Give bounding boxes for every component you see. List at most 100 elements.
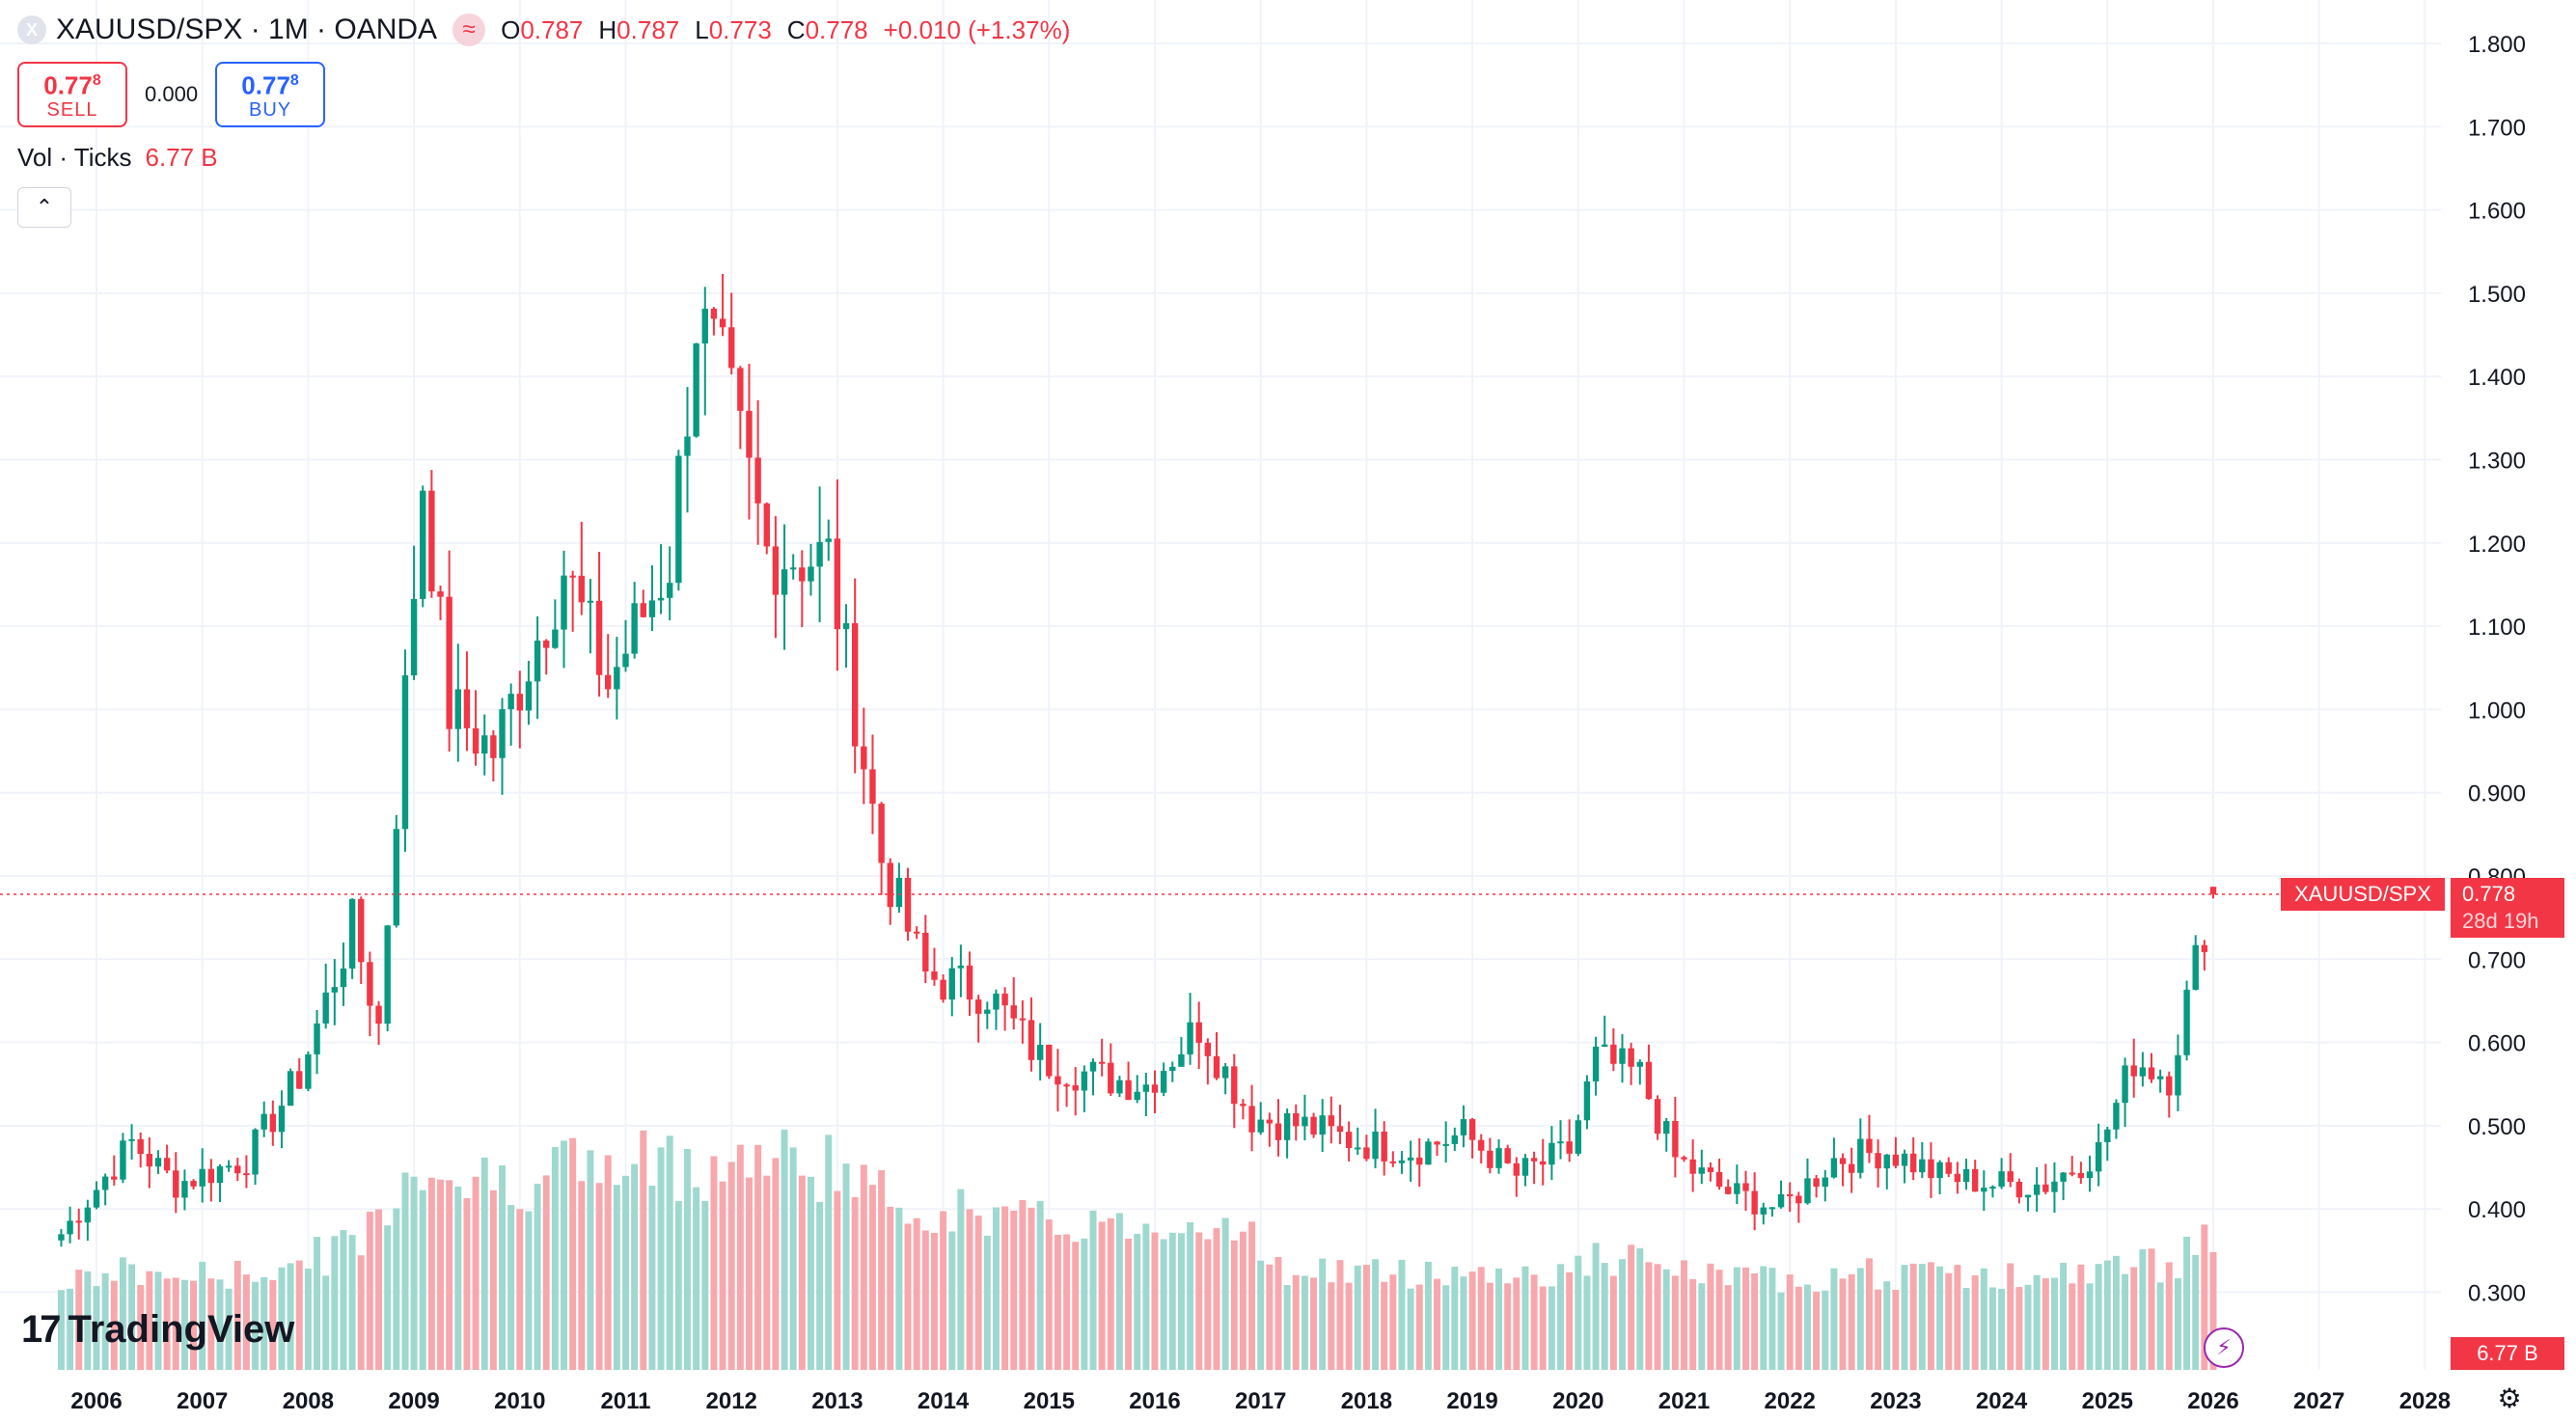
volume-bar <box>1451 1267 1459 1370</box>
volume-bar <box>701 1200 709 1370</box>
candle-body <box>367 962 373 1006</box>
volume-bar <box>1081 1238 1088 1370</box>
candle-body <box>525 681 533 711</box>
volume-bar <box>684 1149 691 1370</box>
symbol-title[interactable]: XAUUSD/SPX · 1M · OANDA <box>56 14 438 45</box>
candle-body <box>1945 1162 1952 1174</box>
sell-button[interactable]: 0.778 SELL <box>17 62 127 127</box>
candle-body <box>1822 1177 1828 1188</box>
candle-body <box>1971 1168 1979 1192</box>
price-tick-label: 1.300 <box>2468 449 2526 475</box>
time-tick-label: 2010 <box>494 1388 545 1414</box>
candle-body <box>622 653 629 668</box>
volume-bar <box>1292 1274 1300 1370</box>
volume-bar <box>1434 1278 1441 1370</box>
volume-bar <box>974 1216 982 1370</box>
price-axis[interactable]: 1.800 1.700 1.600 1.500 1.400 1.300 1.200 1.100… <box>2468 32 2526 1307</box>
candle-body <box>287 1071 294 1107</box>
volume-bar <box>154 1272 162 1370</box>
volume-bar <box>1301 1275 1308 1370</box>
candle-body <box>1063 1084 1070 1087</box>
lightning-icon[interactable]: ⚡ <box>2204 1327 2244 1368</box>
candle-body <box>1231 1066 1238 1105</box>
candle-body <box>728 327 735 369</box>
volume-bar <box>340 1230 347 1370</box>
volume-bar <box>613 1185 620 1370</box>
volume-bar <box>542 1175 550 1370</box>
candle-body <box>648 600 656 617</box>
candle-body <box>1760 1207 1767 1215</box>
wave-icon[interactable]: ≈ <box>452 14 486 46</box>
candle-body <box>1981 1188 1987 1192</box>
volume-bar <box>128 1264 136 1370</box>
symbol-logo-icon[interactable]: X <box>17 15 46 44</box>
time-tick-label: 2016 <box>1129 1388 1180 1414</box>
candle-body <box>2042 1184 2049 1192</box>
volume-bar <box>2192 1254 2200 1370</box>
candle-body <box>1813 1178 1820 1188</box>
volume-bar <box>1936 1266 1944 1370</box>
candle-body <box>1698 1167 1705 1174</box>
ohlc-close: C0.778 <box>786 15 868 44</box>
volume-bar <box>578 1181 586 1370</box>
volume-bar <box>1495 1268 1502 1370</box>
ohlc-change: +0.010 (+1.37%) <box>883 14 1071 44</box>
candle-body <box>75 1220 82 1223</box>
gear-icon[interactable]: ⚙ <box>2497 1382 2522 1413</box>
tradingview-logo[interactable]: 17 TradingView <box>21 1308 294 1352</box>
candle-body <box>1645 1061 1653 1100</box>
volume-bar <box>1909 1263 1917 1370</box>
volume-bar <box>93 1286 100 1370</box>
candle-body <box>657 597 665 601</box>
candle-body <box>1672 1121 1679 1158</box>
candle-body <box>1372 1131 1379 1160</box>
volume-legend[interactable]: Vol · Ticks 6.77 B <box>17 143 218 173</box>
time-tick-label: 2019 <box>1446 1388 1497 1414</box>
candle-body <box>340 968 347 988</box>
volume-bar <box>1354 1265 1361 1370</box>
volume-bar <box>913 1217 920 1370</box>
candle-body <box>84 1207 92 1223</box>
volume-bar <box>1530 1274 1538 1370</box>
candle-body <box>1416 1157 1423 1165</box>
volume-bar <box>693 1187 700 1370</box>
time-axis[interactable]: 2006 2007 2008 2009 2010 2011 2012 2013 2014 2015… <box>70 1388 2451 1414</box>
candle-body <box>481 735 488 754</box>
candle-body <box>163 1158 171 1171</box>
candle-body <box>58 1234 65 1241</box>
candle-body <box>420 490 426 599</box>
volume-bar <box>2130 1267 2138 1370</box>
volume-bar <box>1204 1239 1212 1370</box>
candle-body <box>1566 1141 1573 1154</box>
volume-bar <box>772 1158 780 1370</box>
candle-body <box>754 457 761 504</box>
candle-body <box>1274 1123 1282 1140</box>
candle-body <box>2139 1067 2147 1077</box>
volume-bar <box>640 1130 647 1370</box>
candle-body <box>878 804 885 863</box>
volume-bar <box>860 1164 867 1370</box>
volume-bar <box>2007 1263 2014 1370</box>
time-tick-label: 2028 <box>2399 1388 2451 1414</box>
candle-body <box>314 1023 320 1054</box>
volume-bar <box>472 1176 480 1370</box>
volume-bar <box>172 1277 179 1370</box>
candle-body <box>472 727 480 754</box>
candle-body <box>895 877 903 908</box>
last-price-tag: 0.778 28d 19h <box>2451 878 2564 938</box>
volume-bar <box>287 1263 294 1370</box>
buy-button[interactable]: 0.778 BUY <box>215 62 326 127</box>
volume-bar <box>895 1207 903 1370</box>
candle-body <box>1954 1173 1961 1183</box>
volume-bar <box>331 1236 339 1370</box>
volume-bar <box>754 1144 762 1370</box>
candle-body <box>1169 1066 1176 1072</box>
candle-body <box>816 541 823 567</box>
symbol-legend: X XAUUSD/SPX · 1M · OANDA ≈ O0.787 H0.78… <box>17 14 1076 46</box>
volume-bar <box>119 1257 126 1370</box>
chevron-up-icon[interactable]: ⌃ <box>17 187 71 228</box>
candle-body <box>974 999 982 1014</box>
candle-body <box>1575 1120 1581 1154</box>
candle-body <box>384 925 391 1025</box>
